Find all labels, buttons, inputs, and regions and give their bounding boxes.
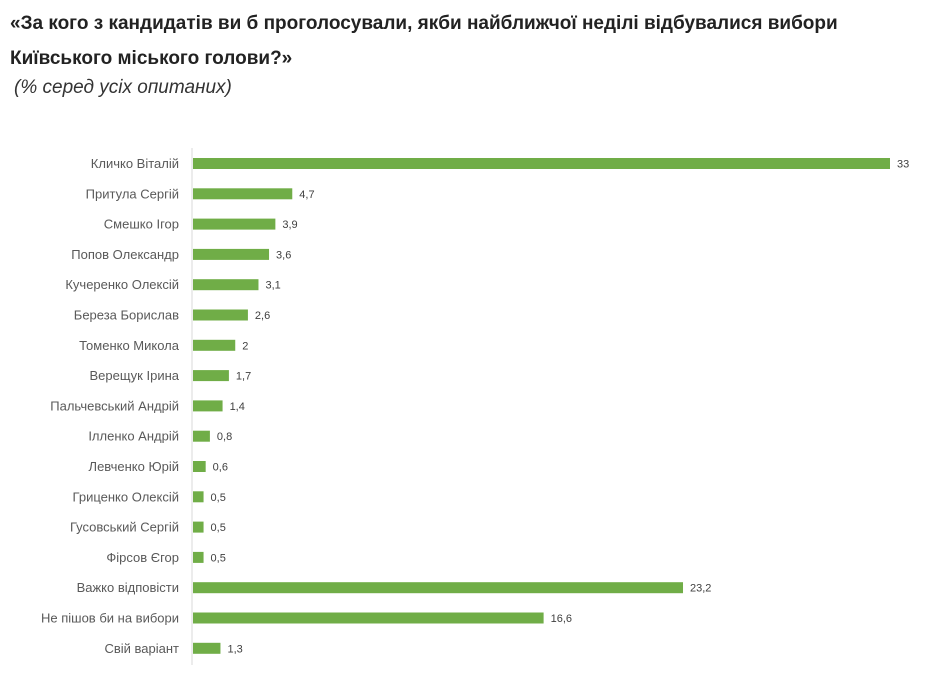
bar (193, 612, 544, 624)
value-label: 1,4 (230, 401, 245, 413)
value-label: 3,1 (265, 280, 280, 292)
category-label: Гусовський Сергій (70, 520, 179, 535)
category-label: Важко відповісти (77, 580, 179, 595)
bar (193, 430, 210, 442)
bar (193, 642, 221, 654)
value-label: 3,9 (282, 219, 297, 231)
category-label: Кличко Віталій (91, 156, 179, 171)
category-label: Не пішов би на вибори (41, 611, 179, 626)
value-label: 2 (242, 340, 248, 352)
bar (193, 461, 206, 472)
category-label: Береза Борислав (74, 308, 179, 323)
bar (193, 279, 259, 291)
category-label: Кучеренко Олексій (65, 277, 179, 292)
category-label: Свій варіант (104, 641, 179, 656)
value-label: 23,2 (690, 583, 711, 595)
bar (193, 339, 236, 351)
value-label: 0,5 (211, 492, 226, 504)
value-label: 1,7 (236, 371, 251, 383)
category-label: Ілленко Андрій (88, 429, 179, 444)
category-label: Пальчевський Андрій (50, 398, 179, 413)
value-label: 2,6 (255, 310, 270, 322)
bar (193, 400, 223, 412)
category-label: Левченко Юрій (89, 459, 179, 474)
category-label: Притула Сергій (86, 186, 179, 201)
bar (193, 521, 204, 533)
category-label: Попов Олександр (71, 247, 179, 262)
bar (193, 491, 204, 503)
chart-title: «За кого з кандидатів ви б проголосували… (10, 13, 838, 69)
value-label: 0,8 (217, 431, 232, 443)
value-label: 33 (897, 159, 909, 171)
value-label: 1,3 (227, 643, 242, 655)
value-label: 0,6 (213, 462, 228, 474)
category-label: Томенко Микола (79, 338, 180, 353)
category-label: Верещук Ірина (89, 368, 179, 383)
category-label: Смешко Ігор (104, 217, 179, 232)
bar (193, 551, 204, 563)
category-label: Гриценко Олексій (73, 489, 179, 504)
value-label: 0,5 (211, 522, 226, 534)
bar (193, 158, 890, 169)
bar (193, 248, 270, 260)
value-label: 3,6 (276, 249, 291, 261)
category-label: Фірсов Єгор (106, 550, 179, 565)
value-label: 16,6 (551, 613, 572, 625)
bar (193, 582, 684, 594)
chart-subtitle: (% серед усіх опитаних) (14, 77, 232, 98)
bar (193, 309, 248, 321)
bar (193, 218, 276, 230)
bar (193, 370, 229, 382)
value-label: 0,5 (211, 552, 226, 564)
value-label: 4,7 (299, 189, 314, 201)
bars-group: Кличко Віталій 33 Притула Сергій 4,7 Смешко … (41, 156, 909, 656)
bar (193, 188, 293, 200)
